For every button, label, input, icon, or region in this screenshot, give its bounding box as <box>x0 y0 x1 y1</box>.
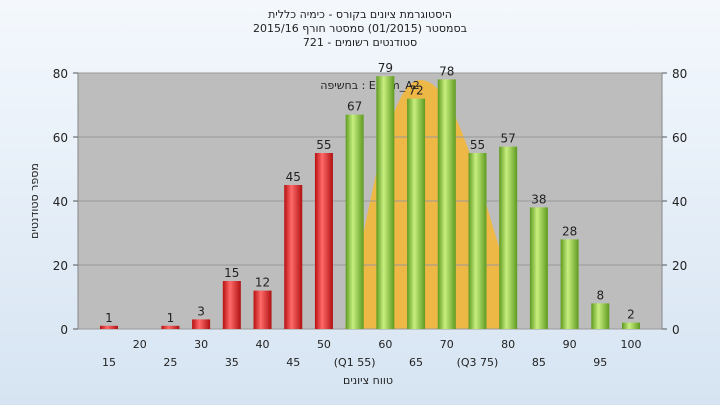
x-tick-label: 80 <box>501 338 515 351</box>
x-tick-label: 45 <box>286 356 300 369</box>
data-label: 2 <box>627 308 635 322</box>
y2-tick-label: 80 <box>672 67 687 81</box>
bar <box>468 153 487 329</box>
y-tick-label: 60 <box>53 131 68 145</box>
data-label: 72 <box>408 84 423 98</box>
data-label: 38 <box>531 192 546 206</box>
chart-subtitle: בסמסטר (01/2015) סמסטר חורף 2015/16 <box>253 22 467 35</box>
data-label: 45 <box>286 170 301 184</box>
x-tick-label: 20 <box>133 338 147 351</box>
bar <box>284 185 303 329</box>
data-label: 28 <box>562 224 577 238</box>
x-tick-label: 25 <box>163 356 177 369</box>
bar <box>253 290 272 329</box>
bar <box>499 146 518 329</box>
data-label: 55 <box>470 138 485 152</box>
x-tick-label: (Q1 55) <box>334 356 376 369</box>
bar <box>529 207 548 329</box>
bar <box>376 76 395 329</box>
x-tick-label: 40 <box>256 338 270 351</box>
bar <box>100 325 118 329</box>
bar <box>314 153 333 329</box>
x-tick-label: 60 <box>378 338 392 351</box>
bar <box>192 319 211 329</box>
y2-tick-label: 60 <box>672 131 687 145</box>
y2-tick-label: 20 <box>672 259 687 273</box>
x-tick-label: 50 <box>317 338 331 351</box>
x-tick-label: (Q3 75) <box>457 356 499 369</box>
data-label: 8 <box>596 288 604 302</box>
bar <box>437 79 456 330</box>
y-tick-label: 80 <box>53 67 68 81</box>
y-tick-label: 40 <box>53 195 68 209</box>
x-tick-label: 15 <box>102 356 116 369</box>
y-tick-label: 20 <box>53 259 68 273</box>
data-label: 55 <box>316 138 331 152</box>
x-tick-label: 100 <box>621 338 642 351</box>
data-label: 3 <box>197 304 205 318</box>
data-label: 57 <box>501 132 516 146</box>
x-tick-label: 35 <box>225 356 239 369</box>
y-tick-label: 0 <box>60 323 68 337</box>
data-label: 67 <box>347 100 362 114</box>
x-tick-label: 30 <box>194 338 208 351</box>
chart-subtitle: 721 - סטודנטים רשומים <box>303 36 417 49</box>
data-label: 79 <box>378 61 393 75</box>
x-tick-label: 65 <box>409 356 423 369</box>
chart-title: היסטוגרמת ציונים בקורס - כימיה כללית <box>268 8 452 21</box>
y2-tick-label: 40 <box>672 195 687 209</box>
x-axis-label: טווח ציונים <box>343 374 393 387</box>
x-tick-label: 95 <box>593 356 607 369</box>
x-tick-label: 70 <box>440 338 454 351</box>
data-label: 12 <box>255 276 270 290</box>
y2-tick-label: 0 <box>672 323 680 337</box>
bar <box>560 239 579 329</box>
bar <box>407 98 426 329</box>
bar <box>222 281 241 329</box>
x-tick-label: 85 <box>532 356 546 369</box>
bar <box>591 303 610 329</box>
annotation: בחשיפה : Exam_A2 <box>320 79 420 92</box>
bar <box>345 114 364 329</box>
data-label: 78 <box>439 64 454 78</box>
data-label: 1 <box>167 311 175 325</box>
data-label: 15 <box>224 266 239 280</box>
y-axis-label: מספר סטודנטים <box>28 163 41 239</box>
bar <box>161 325 180 329</box>
data-label: 1 <box>105 311 113 325</box>
x-tick-label: 90 <box>563 338 577 351</box>
bar <box>622 322 640 329</box>
